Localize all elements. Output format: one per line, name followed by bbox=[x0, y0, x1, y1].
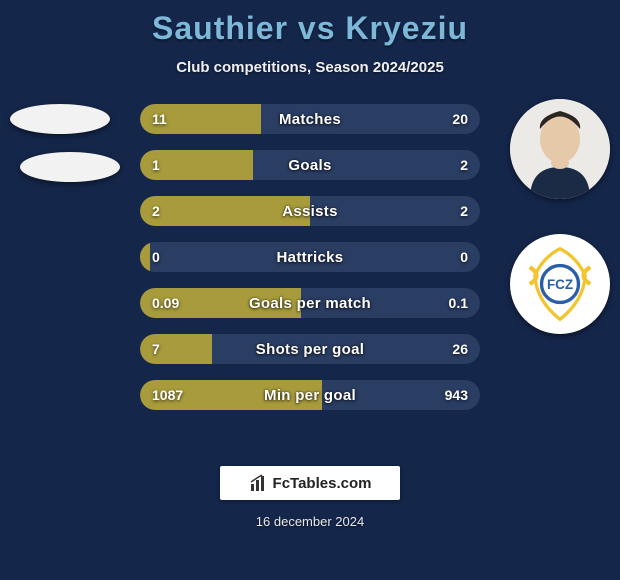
stat-value-right: 20 bbox=[452, 104, 468, 134]
stat-value-right: 26 bbox=[452, 334, 468, 364]
stat-value-right: 943 bbox=[445, 380, 468, 410]
stat-label: Goals per match bbox=[140, 288, 480, 318]
stat-label: Matches bbox=[140, 104, 480, 134]
stat-row: Min per goal1087 943 bbox=[140, 380, 480, 410]
stat-label: Shots per goal bbox=[140, 334, 480, 364]
stat-value-right: 0.1 bbox=[449, 288, 468, 318]
stat-label: Min per goal bbox=[140, 380, 480, 410]
club-code-text: FCZ bbox=[547, 277, 573, 292]
stat-row: Goals1 2 bbox=[140, 150, 480, 180]
stat-row: Assists2 2 bbox=[140, 196, 480, 226]
brand-chart-icon bbox=[249, 473, 269, 493]
footer-brand-badge: FcTables.com bbox=[220, 466, 400, 500]
left-club-avatar-placeholder bbox=[20, 152, 120, 182]
footer-date: 16 december 2024 bbox=[0, 514, 620, 529]
player-silhouette-icon bbox=[510, 99, 610, 199]
stat-label: Assists bbox=[140, 196, 480, 226]
stat-row: Shots per goal7 26 bbox=[140, 334, 480, 364]
stat-value-right: 2 bbox=[460, 150, 468, 180]
comparison-stage: FCZ Matches1120Goals12Assists22Hattricks… bbox=[0, 104, 620, 444]
footer-brand-text: FcTables.com bbox=[273, 475, 372, 492]
stat-value-left: 1 bbox=[152, 150, 160, 180]
stat-value-left: 7 bbox=[152, 334, 160, 364]
stat-row: Matches11 20 bbox=[140, 104, 480, 134]
right-club-badge: FCZ bbox=[510, 234, 610, 334]
stat-value-left: 11 bbox=[152, 104, 167, 134]
stat-value-right: 2 bbox=[460, 196, 468, 226]
stat-value-right: 0 bbox=[460, 242, 468, 272]
stat-value-left: 0.09 bbox=[152, 288, 179, 318]
stat-value-left: 0 bbox=[152, 242, 160, 272]
stat-row: Hattricks0 0 bbox=[140, 242, 480, 272]
stat-value-left: 1087 bbox=[152, 380, 183, 410]
stat-value-left: 2 bbox=[152, 196, 160, 226]
left-player-avatar-placeholder bbox=[10, 104, 110, 134]
right-player-avatar bbox=[510, 99, 610, 199]
stat-bars-container: Matches1120Goals12Assists22Hattricks00Go… bbox=[140, 104, 480, 426]
club-crest-icon: FCZ bbox=[518, 242, 602, 326]
page-title: Sauthier vs Kryeziu bbox=[0, 0, 620, 47]
stat-label: Hattricks bbox=[140, 242, 480, 272]
stat-label: Goals bbox=[140, 150, 480, 180]
page-subtitle: Club competitions, Season 2024/2025 bbox=[0, 59, 620, 76]
stat-row: Goals per match0.09 0.1 bbox=[140, 288, 480, 318]
